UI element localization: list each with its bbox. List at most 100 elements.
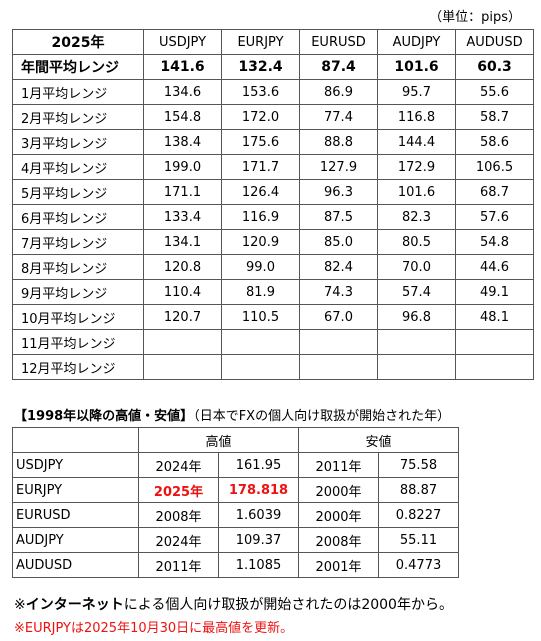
- table-cell: [377, 354, 456, 380]
- table-cell: 126.4: [221, 179, 300, 205]
- table-cell: 199.0: [143, 154, 222, 180]
- row-label: 2月平均レンジ: [12, 104, 144, 130]
- row-label: 1月平均レンジ: [12, 79, 144, 105]
- table-cell: [221, 329, 300, 355]
- row-label: 10月平均レンジ: [12, 304, 144, 330]
- table-cell: 85.0: [299, 229, 378, 255]
- high-value: 161.95: [218, 452, 299, 478]
- pair-label: EURJPY: [12, 477, 139, 503]
- high-year: 2025年: [138, 477, 219, 503]
- table-cell: 88.8: [299, 129, 378, 155]
- table-row: AUDUSD 2011年 1.1085 2001年 0.4773: [12, 552, 459, 578]
- annual-value: 141.6: [143, 54, 222, 80]
- table-cell: 120.7: [143, 304, 222, 330]
- table-row: 1月平均レンジ 134.6 153.6 86.9 95.7 55.6: [12, 79, 534, 105]
- table-cell: 106.5: [455, 154, 534, 180]
- table-cell: [299, 329, 378, 355]
- row-label: 5月平均レンジ: [12, 179, 144, 205]
- table-cell: [299, 354, 378, 380]
- table-cell: 153.6: [221, 79, 300, 105]
- row-label: 3月平均レンジ: [12, 129, 144, 155]
- low-year: 2000年: [298, 502, 379, 528]
- row-label: 年間平均レンジ: [12, 54, 144, 80]
- low-value: 55.11: [378, 527, 459, 553]
- monthly-range-table: 2025年 USDJPY EURJPY EURUSD AUDJPY AUDUSD 年間平均レ…: [12, 29, 534, 380]
- table-cell: 96.3: [299, 179, 378, 205]
- table-cell: 171.7: [221, 154, 300, 180]
- annual-value: 87.4: [299, 54, 378, 80]
- table-row: 2月平均レンジ 154.8 172.0 77.4 116.8 58.7: [12, 104, 534, 130]
- table-row: EURUSD 2008年 1.6039 2000年 0.8227: [12, 502, 459, 528]
- table-row: 12月平均レンジ: [12, 354, 534, 380]
- high-year: 2008年: [138, 502, 219, 528]
- low-year: 2011年: [298, 452, 379, 478]
- table-cell: 87.5: [299, 204, 378, 230]
- table-cell: 58.7: [455, 104, 534, 130]
- table-cell: 120.9: [221, 229, 300, 255]
- table-cell: 86.9: [299, 79, 378, 105]
- low-value: 0.8227: [378, 502, 459, 528]
- high-header: 高値: [138, 427, 299, 453]
- row-label: 12月平均レンジ: [12, 354, 144, 380]
- section-title: 【1998年以降の高値・安値】: [14, 409, 194, 424]
- table-cell: 154.8: [143, 104, 222, 130]
- table-cell: [455, 354, 534, 380]
- table-cell: 110.4: [143, 279, 222, 305]
- table-cell: 120.8: [143, 254, 222, 280]
- table-cell: 81.9: [221, 279, 300, 305]
- table-row: 6月平均レンジ 133.4 116.9 87.5 82.3 57.6: [12, 204, 534, 230]
- annual-value: 60.3: [455, 54, 534, 80]
- high-value: 109.37: [218, 527, 299, 553]
- high-value: 1.1085: [218, 552, 299, 578]
- table-cell: 58.6: [455, 129, 534, 155]
- table-cell: 127.9: [299, 154, 378, 180]
- annual-row: 年間平均レンジ 141.6 132.4 87.4 101.6 60.3: [12, 54, 534, 80]
- table-cell: 57.6: [455, 204, 534, 230]
- section-heading: 【1998年以降の高値・安値】（日本でFXの個人向け取扱が開始された年）: [14, 405, 450, 424]
- table-cell: 70.0: [377, 254, 456, 280]
- pair-label: USDJPY: [12, 452, 139, 478]
- note-internet: ※インターネットによる個人向け取扱が開始されたのは2000年から。: [14, 594, 453, 614]
- table-cell: 134.6: [143, 79, 222, 105]
- table-row: 10月平均レンジ 120.7 110.5 67.0 96.8 48.1: [12, 304, 534, 330]
- row-label: 7月平均レンジ: [12, 229, 144, 255]
- table-cell: [455, 329, 534, 355]
- annual-value: 101.6: [377, 54, 456, 80]
- table-row: 3月平均レンジ 138.4 175.6 88.8 144.4 58.6: [12, 129, 534, 155]
- table-cell: 134.1: [143, 229, 222, 255]
- note-rest-text: による個人向け取扱が開始されたのは2000年から。: [123, 597, 453, 613]
- high-year: 2024年: [138, 452, 219, 478]
- table-row: USDJPY 2024年 161.95 2011年 75.58: [12, 452, 459, 478]
- low-value: 75.58: [378, 452, 459, 478]
- high-value: 1.6039: [218, 502, 299, 528]
- table-cell: 44.6: [455, 254, 534, 280]
- low-year: 2001年: [298, 552, 379, 578]
- table-cell: 57.4: [377, 279, 456, 305]
- table-row: 5月平均レンジ 171.1 126.4 96.3 101.6 68.7: [12, 179, 534, 205]
- table-cell: [143, 354, 222, 380]
- table-cell: 48.1: [455, 304, 534, 330]
- header-row: 2025年 USDJPY EURJPY EURUSD AUDJPY AUDUSD: [12, 29, 534, 55]
- table-cell: 74.3: [299, 279, 378, 305]
- low-year: 2000年: [298, 477, 379, 503]
- table-cell: 144.4: [377, 129, 456, 155]
- table-row: 9月平均レンジ 110.4 81.9 74.3 57.4 49.1: [12, 279, 534, 305]
- table-cell: 138.4: [143, 129, 222, 155]
- note-prefix: ※: [14, 597, 26, 613]
- high-year: 2024年: [138, 527, 219, 553]
- column-header: USDJPY: [143, 29, 222, 55]
- column-header: EURJPY: [221, 29, 300, 55]
- row-label: 6月平均レンジ: [12, 204, 144, 230]
- table-cell: 110.5: [221, 304, 300, 330]
- column-header: EURUSD: [299, 29, 378, 55]
- header-row: 高値 安値: [12, 427, 459, 453]
- table-row: 7月平均レンジ 134.1 120.9 85.0 80.5 54.8: [12, 229, 534, 255]
- table-cell: [377, 329, 456, 355]
- column-header: AUDUSD: [455, 29, 534, 55]
- table-cell: 82.4: [299, 254, 378, 280]
- table-cell: 116.9: [221, 204, 300, 230]
- table-row: 11月平均レンジ: [12, 329, 534, 355]
- row-label: 11月平均レンジ: [12, 329, 144, 355]
- table-cell: 175.6: [221, 129, 300, 155]
- table-cell: 172.9: [377, 154, 456, 180]
